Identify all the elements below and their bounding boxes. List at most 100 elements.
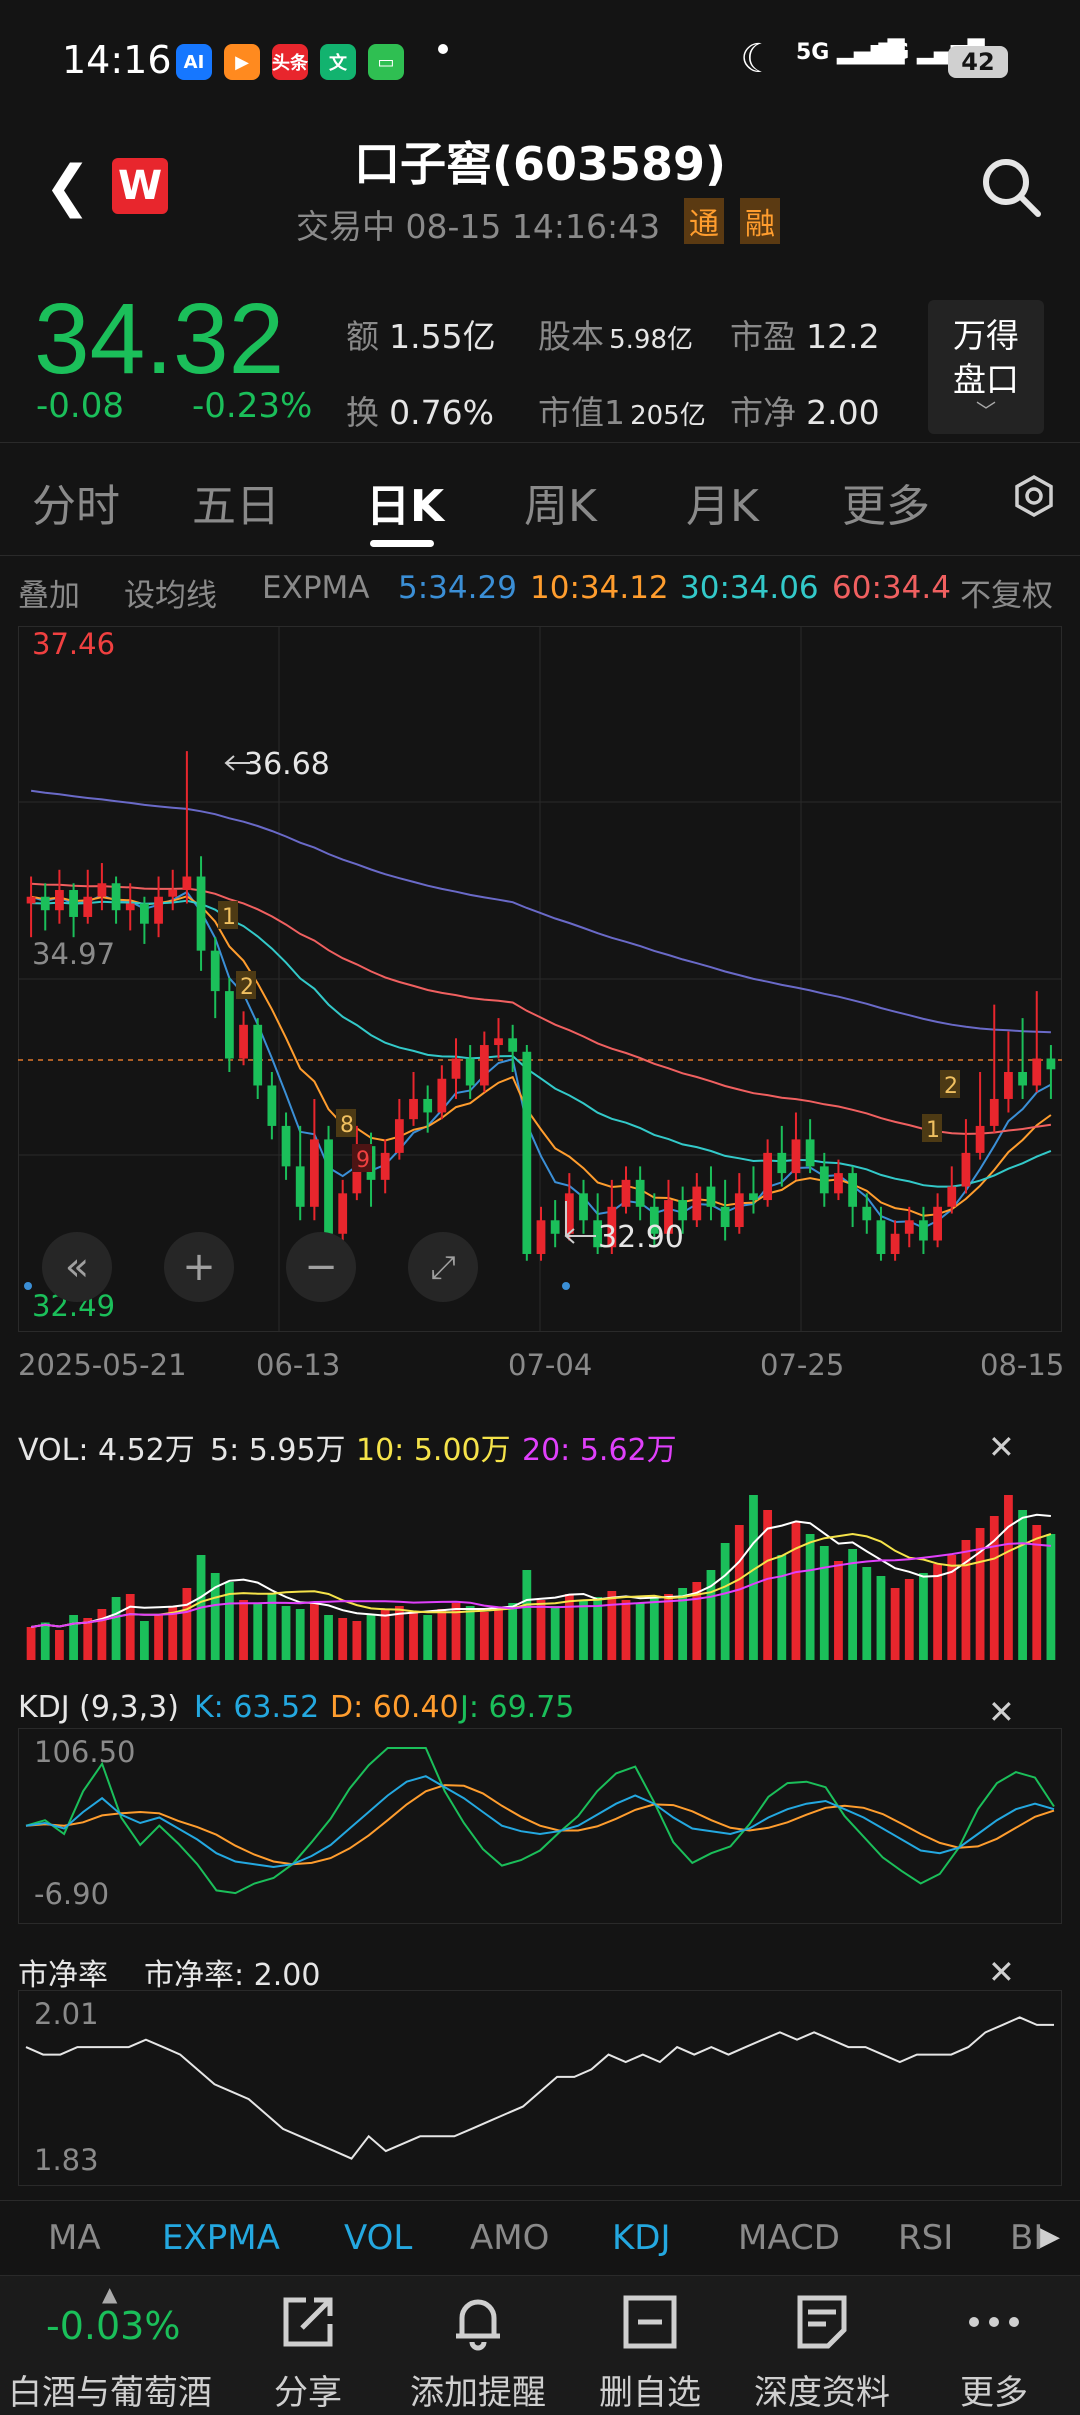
candle <box>140 896 149 944</box>
volume-bar <box>621 1600 631 1660</box>
candle <box>805 1119 815 1174</box>
volume-bar <box>763 1510 773 1660</box>
ema-line <box>31 882 1052 1135</box>
ema-lines <box>30 789 1052 1229</box>
tab-intraday[interactable]: 分时 <box>32 481 120 532</box>
volume-bar <box>97 1609 107 1660</box>
volume-bar <box>579 1600 588 1660</box>
volume-bar <box>862 1567 872 1660</box>
period-tabs <box>0 442 1080 556</box>
indicator-tab-rsi[interactable]: RSI <box>898 2218 954 2258</box>
candle <box>479 1031 489 1093</box>
tab-more[interactable]: 更多 <box>842 481 930 532</box>
ema60-value: 60:34.4 <box>832 570 951 606</box>
volume-bar <box>664 1594 673 1660</box>
candle <box>394 1098 404 1160</box>
remove-watchlist-icon[interactable] <box>570 2290 730 2367</box>
candle <box>309 1098 319 1221</box>
volume-bar <box>409 1612 418 1660</box>
wande-depth-button[interactable]: 万得 盘口 ﹀ <box>928 300 1044 434</box>
indicator-tab-macd[interactable]: MACD <box>738 2218 840 2258</box>
price-change-pct: -0.23% <box>192 386 313 426</box>
candle <box>522 1045 532 1261</box>
zoom-in-button[interactable]: + <box>164 1232 234 1302</box>
overlay-button[interactable]: 叠加 <box>18 578 80 614</box>
candle <box>947 1166 957 1214</box>
close-vol-icon[interactable]: ✕ <box>988 1428 1015 1466</box>
volume-bar <box>55 1630 64 1660</box>
volume-bar <box>224 1582 234 1660</box>
chevron-right-icon[interactable]: ▶ <box>1040 2222 1060 2252</box>
candle <box>437 1065 447 1120</box>
adjust-mode[interactable]: 不复权 <box>960 578 1053 614</box>
tab-five-day[interactable]: 五日 <box>192 481 280 532</box>
candle <box>267 1071 277 1140</box>
settings-icon[interactable] <box>1012 474 1056 522</box>
back-icon[interactable]: ❮ <box>44 154 91 219</box>
more-icon[interactable] <box>914 2290 1074 2367</box>
share-button[interactable]: 分享 <box>274 2373 342 2413</box>
volume-bar <box>182 1588 192 1660</box>
indicator-tab-bi[interactable]: BI <box>1010 2218 1044 2258</box>
sector-change: -0.03% <box>46 2304 181 2348</box>
set-ma-button[interactable]: 设均线 <box>124 578 217 614</box>
volume-bar <box>26 1627 36 1660</box>
candle <box>125 883 135 931</box>
more-button[interactable]: 更多 <box>960 2373 1028 2413</box>
candle <box>196 856 206 971</box>
fullscreen-icon[interactable]: ⤢ <box>408 1232 478 1302</box>
stat-pb: 市净 2.00 <box>730 393 880 432</box>
stat-amount: 额 1.55亿 <box>346 317 496 356</box>
ema10-value: 10:34.12 <box>530 570 669 606</box>
tab-monthly-k[interactable]: 月K <box>686 481 759 532</box>
research-button[interactable]: 深度资料 <box>754 2373 890 2413</box>
volume-bar <box>465 1606 475 1660</box>
signal-marker: 1 <box>926 1118 940 1143</box>
moon-icon: ☾ <box>740 36 776 82</box>
remove-watchlist-button[interactable]: 删自选 <box>599 2373 701 2413</box>
candle <box>380 1139 390 1194</box>
add-alert-button[interactable]: 添加提醒 <box>410 2373 546 2413</box>
volume-bar <box>989 1516 999 1660</box>
candle <box>1018 1018 1027 1099</box>
share-icon[interactable] <box>228 2290 388 2367</box>
zoom-out-button[interactable]: − <box>286 1232 356 1302</box>
tong-tag: 通 <box>684 198 724 244</box>
bell-icon[interactable] <box>398 2290 558 2367</box>
date-label: 07-04 <box>508 1348 593 1382</box>
stat-pe: 市盈 12.2 <box>730 317 880 356</box>
candle <box>1046 1045 1056 1099</box>
close-pb-icon[interactable]: ✕ <box>988 1953 1015 1991</box>
ema-line <box>30 789 1051 1034</box>
research-icon[interactable] <box>742 2290 902 2367</box>
search-icon[interactable] <box>980 156 1044 224</box>
indicator-tab-kdj[interactable]: KDJ <box>612 2218 671 2258</box>
expma-label[interactable]: EXPMA <box>262 570 370 606</box>
volume-bar <box>904 1579 914 1660</box>
close-kdj-icon[interactable]: ✕ <box>988 1693 1015 1731</box>
indicator-tab-vol[interactable]: VOL <box>344 2218 413 2258</box>
kline-chart[interactable]: 37.46 34.97 32.49 36.68 32.90 1 2 8 9 1 … <box>18 626 1062 1332</box>
candle <box>706 1166 716 1221</box>
app-notification-icon: ▶ <box>224 44 260 80</box>
volume-bar <box>536 1600 546 1660</box>
indicator-tab-ma[interactable]: MA <box>48 2218 101 2258</box>
candle <box>83 869 93 924</box>
volume-bar <box>295 1609 305 1660</box>
tab-daily-k[interactable]: 日K <box>366 481 445 532</box>
indicator-tab-expma[interactable]: EXPMA <box>162 2218 280 2258</box>
candle <box>550 1200 560 1248</box>
volume-bar <box>210 1573 220 1660</box>
sector-button[interactable]: 白酒与葡萄酒 <box>8 2373 212 2413</box>
indicator-tab-amo[interactable]: AMO <box>470 2218 550 2258</box>
volume-bar <box>253 1603 263 1660</box>
volume-bar <box>593 1597 603 1660</box>
volume-bar <box>975 1528 985 1660</box>
scroll-left-button[interactable]: « <box>42 1232 112 1302</box>
volume-bar <box>309 1603 319 1660</box>
tab-weekly-k[interactable]: 周K <box>524 481 597 532</box>
volume-bar <box>550 1606 560 1660</box>
candle <box>55 869 64 924</box>
kdj-bottom-label: -6.90 <box>34 1877 109 1911</box>
stat-market-cap: 市值1 205亿 <box>538 393 706 432</box>
